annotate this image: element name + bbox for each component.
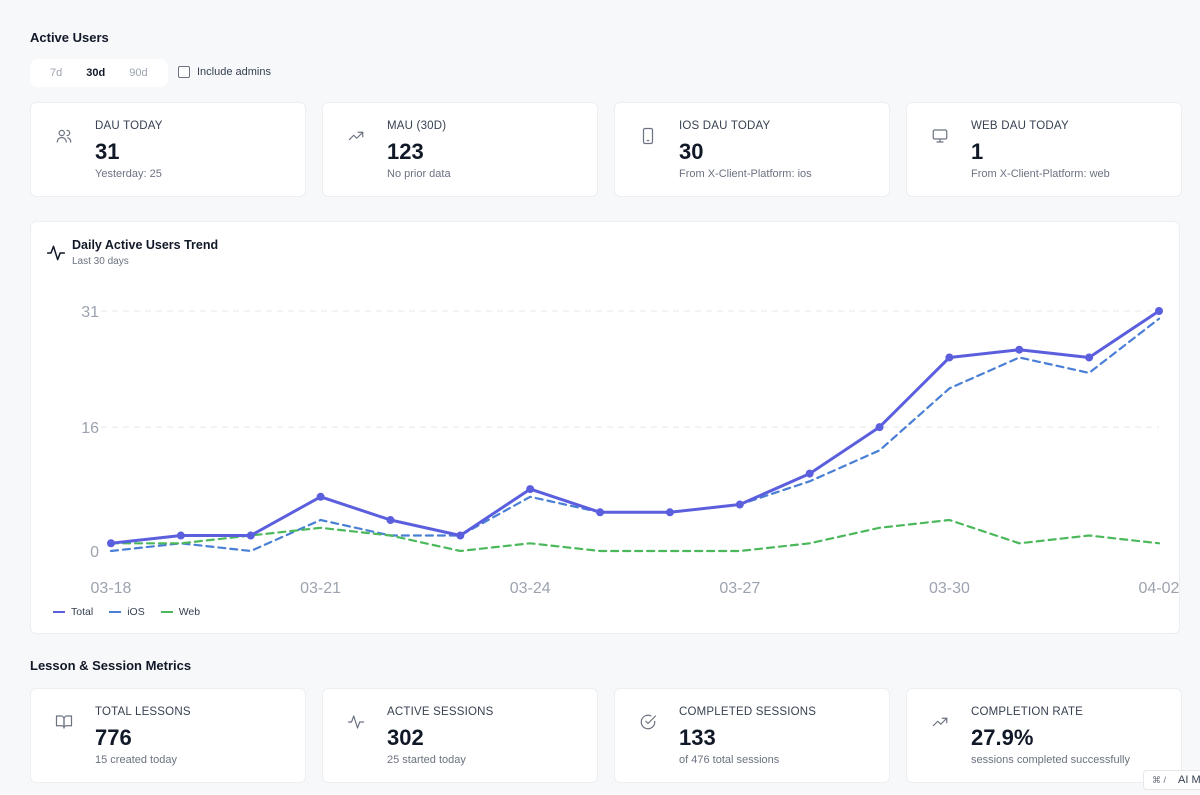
stat-value: 776 (95, 725, 132, 750)
monitor-icon (932, 129, 948, 143)
stat-value: 123 (387, 139, 424, 164)
data-point-total (316, 492, 325, 501)
chart-subtitle: Last 30 days (72, 256, 129, 267)
stat-label: TOTAL LESSONS (95, 706, 191, 718)
legend-swatch (109, 611, 122, 613)
range-selector: 7d 30d 90d (30, 59, 168, 87)
smartphone-icon (642, 127, 654, 145)
stat-subtext: of 476 total sessions (679, 754, 780, 766)
data-point-total (246, 531, 255, 540)
chart-legend: Total iOS Web (53, 606, 200, 618)
dau-line-chart: 0 16 31 03-18 03-21 03-24 03-27 03-30 04-02 (81, 304, 1180, 597)
stat-subtext: From X-Client-Platform: web (971, 168, 1110, 180)
stat-card-completion-rate: COMPLETION RATE 27.9% sessions completed… (906, 688, 1182, 783)
include-admins-checkbox[interactable] (178, 66, 190, 78)
trending-up-icon (932, 717, 948, 727)
legend-swatch (53, 611, 65, 613)
stat-subtext: 25 started today (387, 754, 466, 766)
chart-title: Daily Active Users Trend (72, 238, 219, 252)
stat-label: MAU (30D) (387, 120, 447, 132)
shortcut-label: AI M (1178, 774, 1200, 786)
x-tick-label: 04-02 (1139, 580, 1180, 597)
legend-label: iOS (127, 606, 145, 618)
check-circle-icon (640, 714, 657, 730)
y-tick-label: 31 (81, 304, 99, 321)
data-point-total (596, 508, 605, 517)
stat-label: IOS DAU TODAY (679, 120, 771, 132)
lesson-metrics-cards: TOTAL LESSONS 776 15 created today ACTIV… (30, 688, 1182, 783)
data-point-total (875, 423, 884, 432)
data-point-total (665, 508, 674, 517)
include-admins-toggle[interactable]: Include admins (178, 66, 271, 78)
legend-label: Total (71, 606, 94, 618)
users-icon (56, 129, 72, 143)
stat-value: 30 (679, 139, 704, 164)
data-point-total (735, 500, 744, 509)
stat-label: COMPLETED SESSIONS (679, 706, 817, 718)
book-open-icon (55, 715, 73, 729)
stat-card-web-dau: WEB DAU TODAY 1 From X-Client-Platform: … (906, 102, 1182, 197)
series-line-web (109, 518, 1161, 553)
activity-icon (347, 715, 365, 729)
range-90d-button[interactable]: 90d (129, 67, 148, 79)
x-tick-label: 03-18 (91, 580, 132, 597)
stat-label: DAU TODAY (95, 120, 163, 132)
range-30d-button[interactable]: 30d (86, 67, 106, 79)
include-admins-label: Include admins (197, 66, 271, 78)
activity-icon (46, 245, 66, 261)
stat-value: 133 (679, 725, 716, 750)
stat-label: WEB DAU TODAY (971, 120, 1069, 132)
stat-card-total-lessons: TOTAL LESSONS 776 15 created today (30, 688, 306, 783)
range-7d-button[interactable]: 7d (50, 67, 63, 79)
y-tick-label: 0 (90, 544, 99, 561)
data-point-total (456, 531, 465, 540)
data-point-total (386, 516, 395, 525)
data-point-total (1015, 345, 1024, 354)
stat-label: ACTIVE SESSIONS (387, 706, 494, 718)
stat-subtext: 15 created today (95, 754, 177, 766)
data-point-total (805, 469, 814, 478)
x-tick-label: 03-24 (510, 580, 551, 597)
y-tick-label: 16 (81, 420, 99, 437)
stat-card-active-sessions: ACTIVE SESSIONS 302 25 started today (322, 688, 598, 783)
trending-up-icon (348, 131, 364, 141)
data-point-total (107, 539, 115, 548)
legend-item-ios[interactable]: iOS (109, 606, 145, 618)
stat-card-mau: MAU (30D) 123 No prior data (322, 102, 598, 197)
legend-item-web[interactable]: Web (160, 606, 201, 618)
stat-subtext: sessions completed successfully (971, 754, 1130, 766)
stat-subtext: From X-Client-Platform: ios (679, 168, 812, 180)
data-point-total (526, 485, 535, 494)
active-users-cards: DAU TODAY 31 Yesterday: 25 MAU (30D) 123… (30, 102, 1182, 197)
lesson-metrics-title: Lesson & Session Metrics (30, 658, 192, 673)
data-point-total (176, 531, 185, 540)
stat-label: COMPLETION RATE (971, 706, 1084, 718)
stat-value: 1 (971, 139, 984, 164)
active-users-title: Active Users (30, 30, 109, 45)
dau-trend-chart-card: Daily Active Users Trend Last 30 days 0 1… (30, 221, 1180, 634)
x-tick-label: 03-21 (300, 580, 341, 597)
shortcut-keys: ⌘ / (1152, 774, 1167, 785)
stat-subtext: Yesterday: 25 (95, 168, 162, 180)
stat-card-dau-today: DAU TODAY 31 Yesterday: 25 (30, 102, 306, 197)
ai-shortcut-hint[interactable]: ⌘ / AI M (1143, 770, 1200, 790)
data-point-total (945, 353, 954, 362)
legend-label: Web (178, 606, 201, 618)
legend-item-total[interactable]: Total (53, 606, 93, 618)
stat-value: 31 (95, 139, 120, 164)
data-point-total (1085, 353, 1094, 362)
series-line-total (109, 309, 1161, 545)
stat-card-ios-dau: IOS DAU TODAY 30 From X-Client-Platform:… (614, 102, 890, 197)
stat-value: 302 (387, 725, 424, 750)
stat-value: 27.9% (971, 725, 1034, 750)
series-line-ios (109, 317, 1161, 553)
x-tick-label: 03-27 (719, 580, 760, 597)
stat-subtext: No prior data (387, 168, 451, 180)
x-tick-label: 03-30 (929, 580, 970, 597)
stat-card-completed-sessions: COMPLETED SESSIONS 133 of 476 total sess… (614, 688, 890, 783)
data-point-total (1155, 307, 1163, 315)
legend-swatch (160, 611, 173, 613)
